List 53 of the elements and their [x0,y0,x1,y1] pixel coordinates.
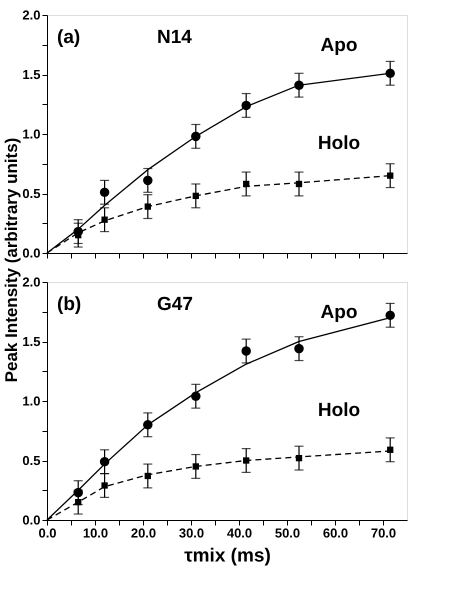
x-tick-label: 20.0 [130,526,156,540]
point [144,472,151,480]
point [100,188,110,198]
point [243,457,250,464]
y-tick-label: 1.0 [22,126,40,142]
x-tick-label: 50.0 [274,526,300,540]
x-tick-label: 60.0 [322,526,348,540]
point [385,310,395,320]
point [192,463,199,470]
annotation: Apo [320,35,358,56]
x-tick-label: 30.0 [178,526,204,540]
annotation: (a) [57,27,80,48]
point [75,498,82,506]
y-tick-label: 0.5 [22,186,40,201]
y-tick-label: 0.0 [22,246,40,260]
point [100,456,110,466]
x-tick-label: 70.0 [370,526,396,540]
y-tick-label: 1.0 [22,394,40,408]
point [241,100,251,110]
annotation: G47 [157,294,193,315]
y-tick-label: 2.0 [22,8,40,22]
point [143,176,153,186]
x-axis-title: τmix (ms) [184,546,271,566]
point [241,346,251,356]
point [101,482,108,489]
y-tick-label: 0.0 [22,512,40,528]
point [294,344,304,354]
point [243,180,250,188]
point [294,80,304,90]
point [296,454,302,462]
point [296,180,302,188]
x-tick-label: 0.0 [38,526,57,540]
y-tick-label: 1.5 [22,334,40,349]
point [387,446,394,453]
y-tick-label: 1.5 [22,67,40,82]
point [192,192,199,200]
annotation: Apo [320,302,358,323]
y-tick-label: 2.0 [22,274,40,290]
x-tick-label: 40.0 [226,526,252,540]
annotation: Holo [318,133,360,154]
point [143,420,153,430]
point [144,203,151,210]
point [191,392,201,401]
annotation: (b) [57,294,82,315]
point [101,216,108,223]
point [191,132,201,142]
point [387,172,394,179]
annotation: N14 [157,27,192,48]
y-axis-title: Peak Intensity (arbitrary units) [2,138,21,382]
y-tick-label: 0.5 [22,453,40,468]
annotation: Holo [318,400,360,421]
point [385,68,395,78]
x-tick-label: 10.0 [82,526,108,540]
